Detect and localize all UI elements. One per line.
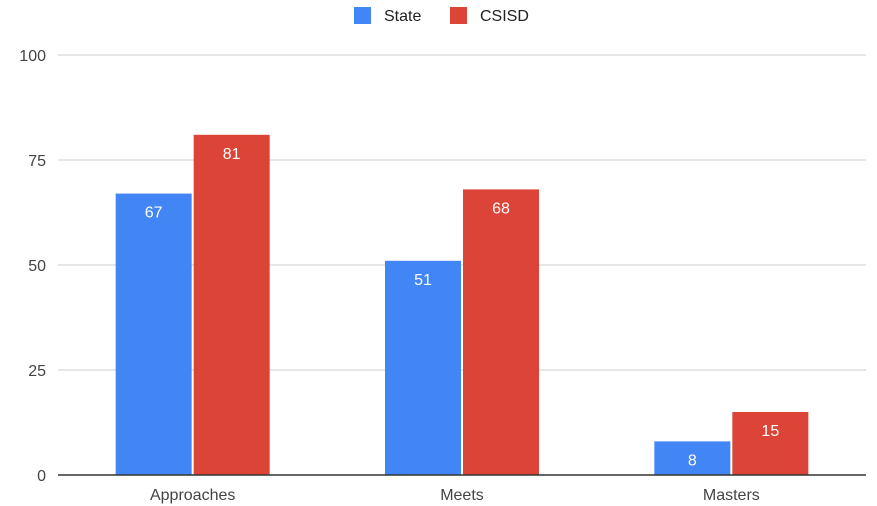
bar-label-state-masters: 8 bbox=[688, 452, 697, 469]
bar-state-masters bbox=[654, 441, 731, 475]
chart-legend: State CSISD bbox=[354, 7, 529, 25]
bar-csisd-masters bbox=[732, 412, 809, 475]
legend-label-csisd: CSISD bbox=[480, 8, 529, 25]
bar-state-approaches bbox=[115, 193, 192, 475]
x-tick-label-masters: Masters bbox=[703, 487, 760, 504]
bar-label-csisd-approaches: 81 bbox=[223, 146, 241, 163]
legend-label-state: State bbox=[384, 8, 421, 25]
bar-state-meets bbox=[385, 260, 461, 475]
bar-label-csisd-meets: 68 bbox=[492, 200, 510, 217]
bar-csisd-meets bbox=[463, 189, 539, 475]
legend-swatch-state bbox=[354, 7, 371, 24]
bars bbox=[115, 134, 809, 476]
bar-label-state-approaches: 67 bbox=[145, 205, 163, 222]
x-tick-label-approaches: Approaches bbox=[150, 487, 235, 504]
x-axis-tick-labels: Approaches Meets Masters bbox=[150, 487, 760, 504]
y-tick-label-0: 0 bbox=[37, 468, 46, 485]
y-axis-tick-labels: 0 25 50 75 100 bbox=[19, 48, 46, 485]
bar-label-state-meets: 51 bbox=[414, 272, 432, 289]
y-tick-label-25: 25 bbox=[28, 363, 46, 380]
x-tick-label-meets: Meets bbox=[440, 487, 484, 504]
y-tick-label-75: 75 bbox=[28, 153, 46, 170]
bar-csisd-approaches bbox=[193, 134, 270, 476]
y-tick-label-100: 100 bbox=[19, 48, 46, 65]
legend-swatch-csisd bbox=[450, 7, 467, 24]
bar-data-labels: 67 81 51 68 8 15 bbox=[145, 146, 780, 470]
y-tick-label-50: 50 bbox=[28, 258, 46, 275]
bar-label-csisd-masters: 15 bbox=[761, 423, 779, 440]
gridlines bbox=[58, 54, 866, 371]
